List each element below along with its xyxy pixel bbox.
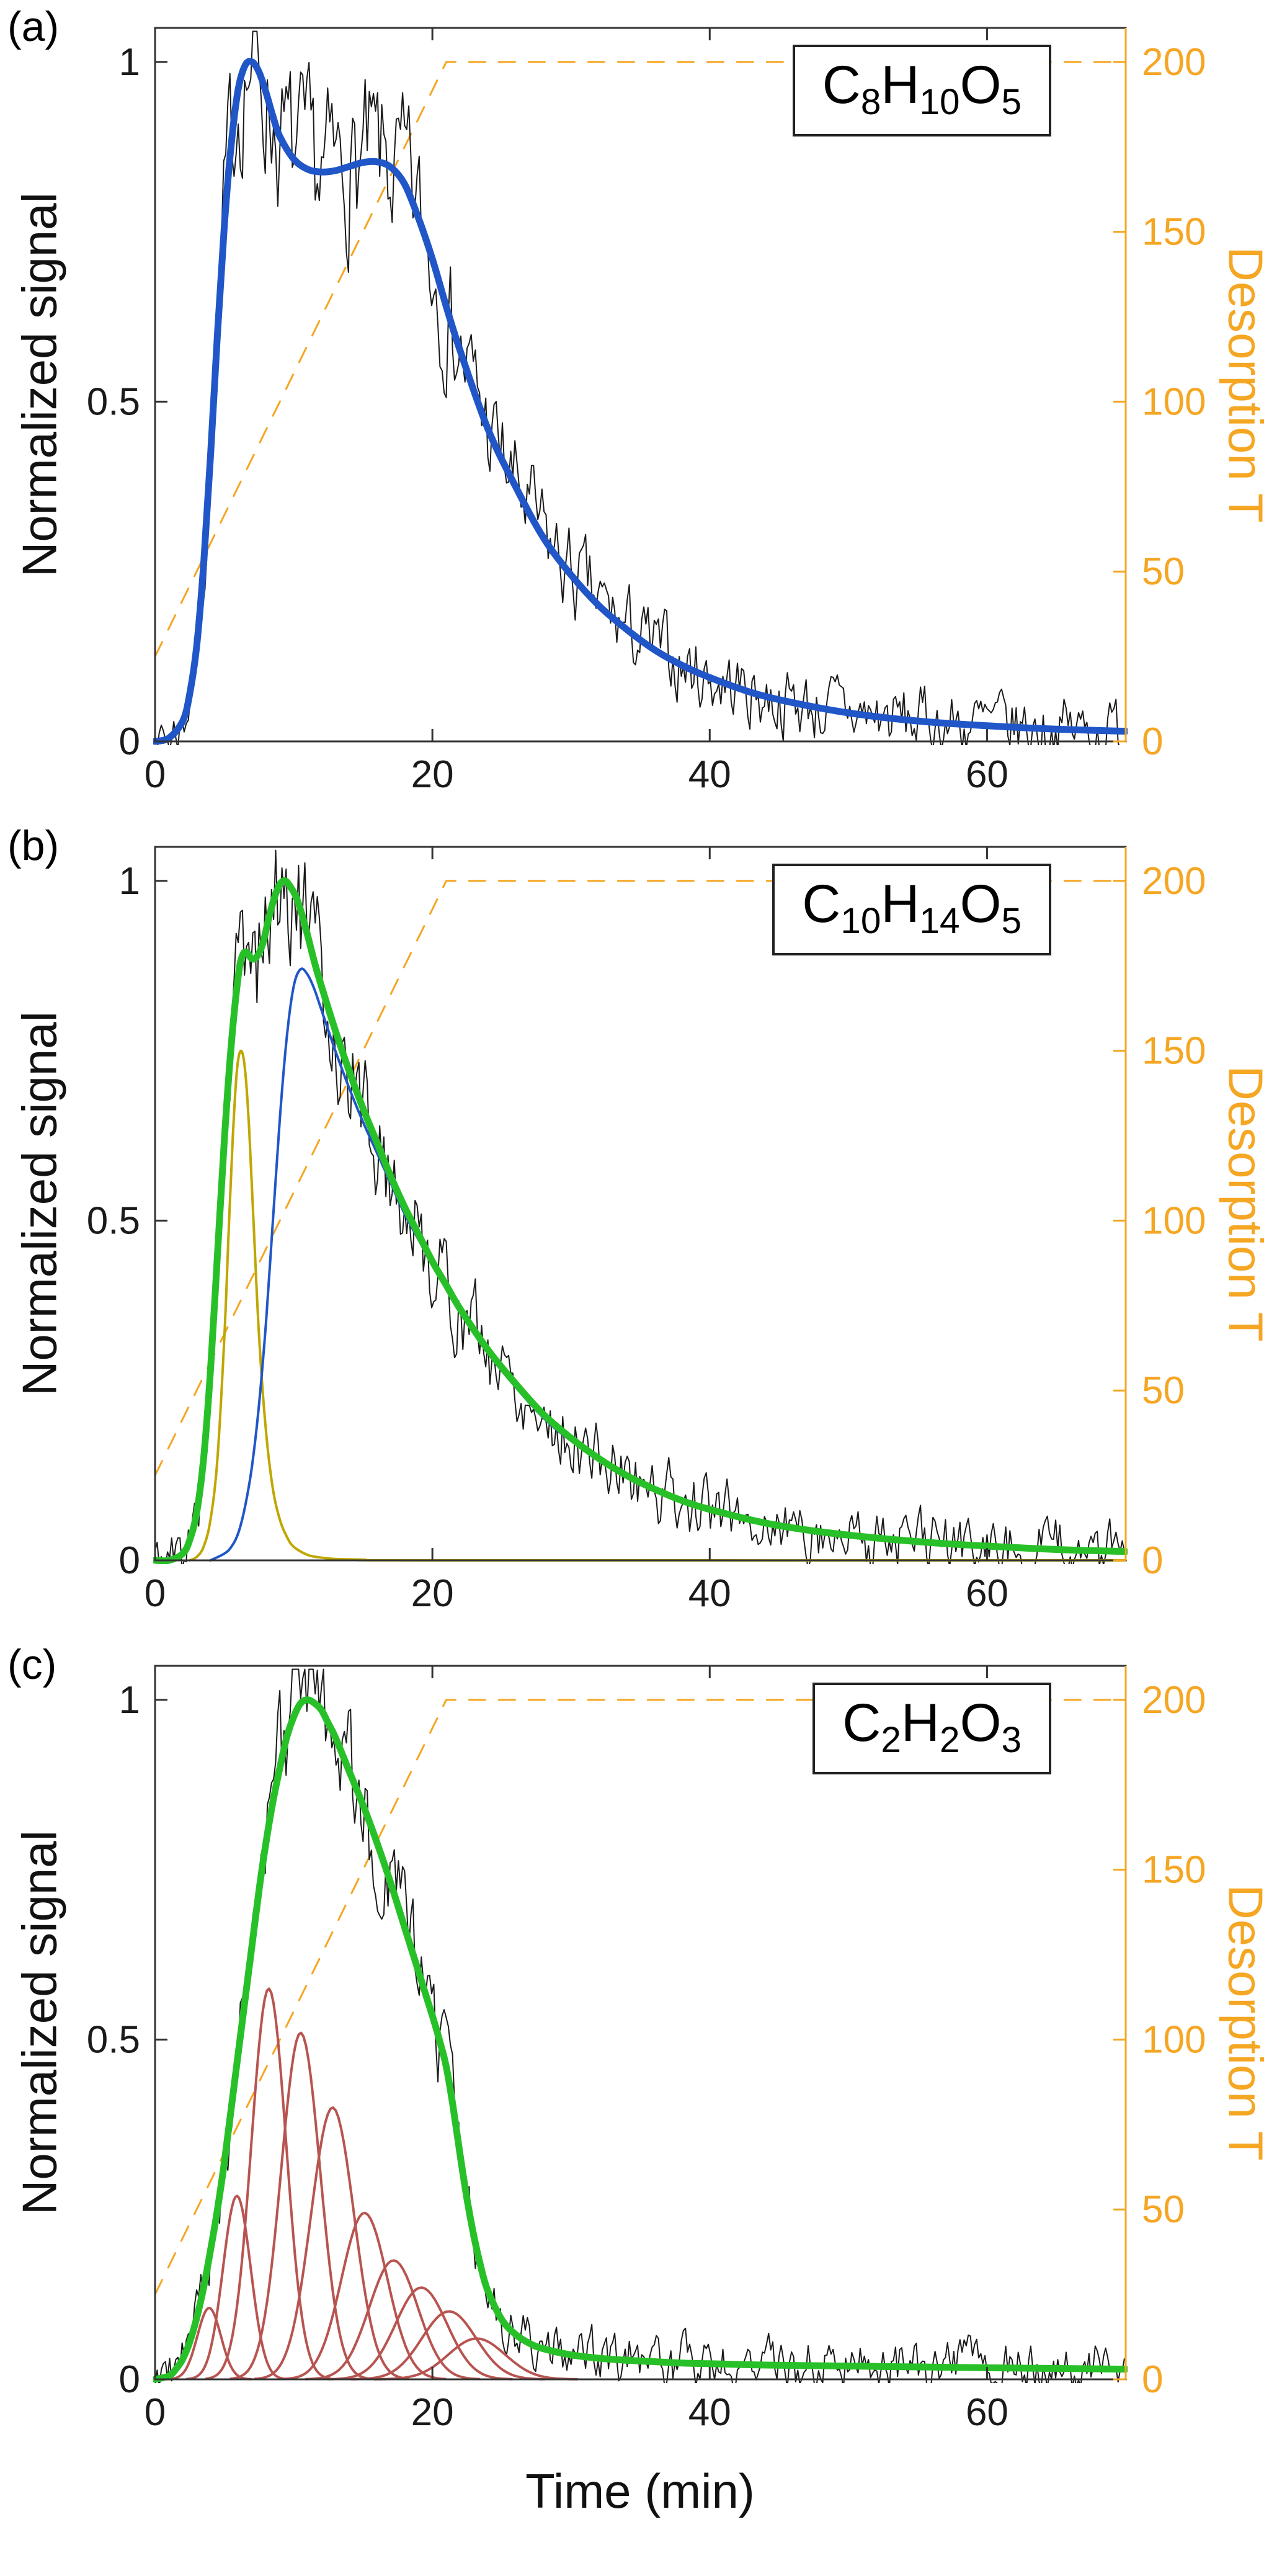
- measured-signal-curve: [157, 30, 1120, 745]
- y-tick-label-left: 1: [119, 860, 140, 903]
- y-tick-label-right: 100: [1142, 380, 1206, 423]
- panel-c-plot: 0 20 40 60 0 0.5 1 0 50 100 150 200: [87, 1665, 1206, 2434]
- formula-label-c: C2H2O3: [812, 1683, 1051, 1775]
- formula-subscript: 10: [840, 901, 881, 942]
- x-axis-label: Time (min): [525, 2464, 755, 2518]
- y-tick-label-right: 200: [1142, 860, 1206, 903]
- y-tick-label-left: 0.5: [87, 380, 140, 423]
- formula-subscript: 3: [1001, 1720, 1022, 1761]
- panel-c: 0 20 40 60 0 0.5 1 0 50 100 150 200 (c) Normalized …: [0, 1638, 1282, 2576]
- x-tick-label: 20: [411, 753, 454, 796]
- gaussian-components-4-curve: [229, 2031, 371, 2381]
- y-axis-label-left: Normalized signal: [12, 1830, 67, 2215]
- y-axis-label-right: Desorption T: [1218, 1884, 1273, 2161]
- formula-element: C: [822, 55, 861, 115]
- formula-element: H: [881, 874, 920, 934]
- panel-letter-c: (c): [7, 1641, 57, 1688]
- gaussian-components-2-curve: [185, 2194, 287, 2381]
- x-tick-label: 40: [688, 1572, 731, 1615]
- formula-subscript: 2: [940, 1720, 960, 1761]
- y-tick-label-right: 0: [1142, 720, 1163, 763]
- formula-subscript: 5: [1001, 82, 1022, 123]
- y-tick-label-left: 0: [119, 720, 140, 763]
- y-tick-label-right: 200: [1142, 1679, 1206, 1722]
- gaussian-components-7-curve: [305, 2259, 481, 2381]
- panel-letter-b: (b): [7, 822, 60, 869]
- formula-label-b: C10H14O5: [772, 864, 1051, 956]
- panel-b: 0 20 40 60 0 0.5 1 0 50 100 150 200 (b) Normalized …: [0, 819, 1282, 1638]
- x-tick-label: 0: [145, 1572, 166, 1615]
- formula-element: O: [959, 55, 1002, 115]
- y-axis-label-right: Desorption T: [1218, 246, 1273, 523]
- y-tick-label-left: 0.5: [87, 2018, 140, 2061]
- y-tick-label-right: 100: [1142, 1199, 1206, 1242]
- y-tick-label-right: 50: [1142, 2188, 1185, 2231]
- y-axis-label-left: Normalized signal: [12, 1011, 67, 1396]
- y-tick-label-left: 1: [119, 41, 140, 84]
- total-fit-curve: [153, 1696, 1128, 2383]
- y-tick-label-right: 100: [1142, 2018, 1206, 2061]
- formula-element: H: [901, 1693, 940, 1753]
- y-tick-label-right: 150: [1142, 211, 1206, 254]
- x-tick-label: 60: [966, 1572, 1008, 1615]
- formula-subscript: 5: [1001, 901, 1022, 942]
- gaussian-components-10-curve: [373, 2337, 579, 2381]
- x-tick-label: 0: [145, 2391, 166, 2434]
- y-axis-label-right: Desorption T: [1218, 1065, 1273, 1342]
- temperature-ramp-curve: [154, 1699, 1127, 2296]
- formula-label-a: C8H10O5: [792, 45, 1051, 137]
- y-tick-label-left: 0: [119, 1539, 140, 1582]
- formula-element: O: [959, 1693, 1002, 1753]
- y-tick-label-left: 0: [119, 2358, 140, 2401]
- panel-a: 0 20 40 60 0 0.5 1 0 50 100 150 200 (a) Normalized …: [0, 0, 1282, 819]
- plot-area: [153, 30, 1128, 745]
- y-tick-label-right: 50: [1142, 1369, 1185, 1412]
- x-tick-label: 20: [411, 1572, 454, 1615]
- gaussian-components-5-curve: [254, 2106, 410, 2381]
- y-tick-label-right: 150: [1142, 1849, 1206, 1892]
- plot-area: [153, 1668, 1128, 2383]
- measured-signal-curve: [154, 1668, 1125, 2383]
- y-tick-label-right: 0: [1142, 2358, 1163, 2401]
- y-axis-label-left: Normalized signal: [12, 192, 67, 577]
- x-tick-label: 0: [145, 753, 166, 796]
- formula-subscript: 14: [919, 901, 960, 942]
- plot-area: [153, 849, 1128, 1564]
- panel-letter-a: (a): [7, 3, 60, 50]
- gaussian-components-6-curve: [280, 2211, 447, 2381]
- formula-subscript: 10: [919, 82, 960, 123]
- temperature-ramp-curve: [154, 61, 1127, 658]
- measured-signal-curve: [154, 849, 1125, 1564]
- x-tick-label: 40: [688, 2391, 731, 2434]
- y-tick-label-right: 200: [1142, 41, 1206, 84]
- formula-element: O: [959, 874, 1002, 934]
- y-tick-label-left: 1: [119, 1679, 140, 1722]
- formula-element: C: [842, 1693, 881, 1753]
- x-tick-label: 20: [411, 2391, 454, 2434]
- gaussian-components-8-curve: [327, 2286, 514, 2381]
- component-1-curve: [188, 1049, 1127, 1562]
- y-tick-label-left: 0.5: [87, 1199, 140, 1242]
- x-tick-label: 60: [966, 2391, 1008, 2434]
- formula-element: H: [881, 55, 920, 115]
- formula-subscript: 8: [860, 82, 881, 123]
- y-tick-label-right: 0: [1142, 1539, 1163, 1582]
- y-tick-label-right: 150: [1142, 1030, 1206, 1073]
- x-tick-label: 60: [966, 753, 1008, 796]
- y-tick-label-right: 50: [1142, 550, 1185, 593]
- gaussian-components-3-curve: [205, 1987, 331, 2380]
- x-tick-label: 40: [688, 753, 731, 796]
- total-fit-curve: [153, 877, 1128, 1564]
- gaussian-components-9-curve: [350, 2310, 546, 2381]
- formula-subscript: 2: [881, 1720, 901, 1761]
- gaussian-components-1-curve: [165, 2307, 252, 2381]
- fit-curve: [153, 58, 1128, 745]
- formula-element: C: [802, 874, 841, 934]
